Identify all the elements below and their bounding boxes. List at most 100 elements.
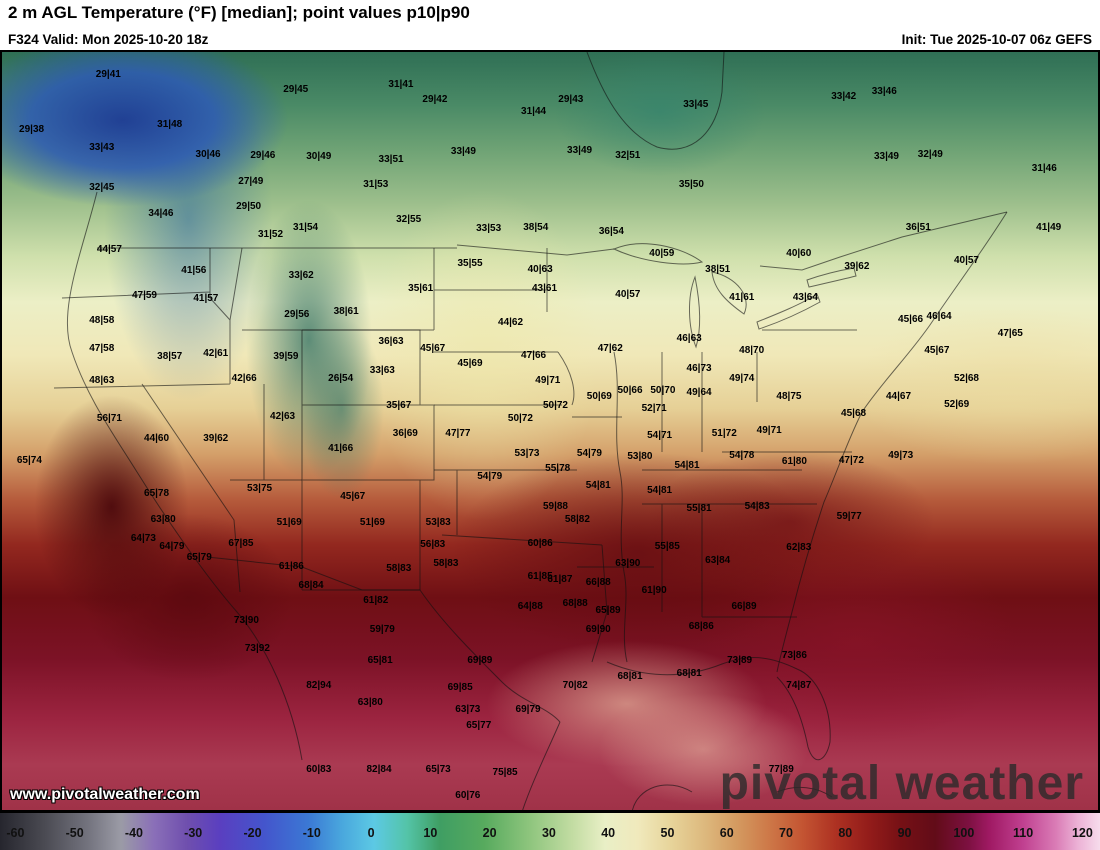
point-value: 58|83 xyxy=(386,562,412,574)
point-value: 31|44 xyxy=(521,105,547,117)
point-value: 29|43 xyxy=(558,93,584,105)
point-value: 29|41 xyxy=(95,68,121,80)
point-value: 50|72 xyxy=(507,412,533,424)
point-value: 62|83 xyxy=(786,542,812,554)
point-value: 45|67 xyxy=(420,343,446,355)
colorbar-tick-label: 40 xyxy=(601,825,616,840)
point-value: 59|77 xyxy=(836,510,862,522)
point-value: 31|46 xyxy=(1031,163,1057,175)
point-value: 39|62 xyxy=(203,433,229,445)
point-value: 46|63 xyxy=(676,333,702,345)
point-value: 32|45 xyxy=(89,181,115,193)
point-value: 30|49 xyxy=(306,151,332,163)
colorbar-tick-label: 10 xyxy=(423,825,438,840)
point-value: 38|51 xyxy=(705,263,731,275)
point-value: 51|69 xyxy=(276,517,302,529)
point-value: 55|85 xyxy=(654,540,680,552)
point-value: 31|52 xyxy=(257,228,284,240)
point-value: 36|54 xyxy=(598,225,624,237)
point-value: 63|84 xyxy=(705,555,731,567)
point-value: 34|46 xyxy=(148,208,174,220)
point-value: 65|77 xyxy=(466,719,492,731)
point-value: 29|42 xyxy=(422,93,448,105)
point-value: 47|58 xyxy=(89,343,115,355)
colorbar-tick-label: -10 xyxy=(302,825,321,840)
point-value: 39|62 xyxy=(844,260,870,272)
point-value: 48|58 xyxy=(89,315,115,327)
colorbar-tick-label: 60 xyxy=(719,825,734,840)
point-value: 41|49 xyxy=(1036,221,1062,233)
point-value: 52|69 xyxy=(944,399,970,411)
point-value: 68|88 xyxy=(562,597,588,609)
point-value: 49|64 xyxy=(686,387,712,399)
point-value: 48|63 xyxy=(89,374,115,386)
point-value: 33|43 xyxy=(89,141,115,153)
point-value: 59|79 xyxy=(369,624,395,636)
point-value: 29|38 xyxy=(19,124,45,136)
point-value: 44|62 xyxy=(498,316,524,328)
point-value: 40|57 xyxy=(953,255,979,267)
point-value: 33|49 xyxy=(567,144,593,156)
point-value: 33|42 xyxy=(831,90,857,102)
point-value: 47|72 xyxy=(838,454,864,466)
point-value: 54|81 xyxy=(647,484,673,496)
point-value: 63|90 xyxy=(615,557,641,569)
point-value: 53|75 xyxy=(247,482,273,494)
colorbar-ticks: -60 -50 -40 -30 -20 -10 0 10 20 30 40 50 60 70 80 90 100… xyxy=(0,813,1100,850)
point-value: 41|61 xyxy=(729,291,755,303)
point-value: 53|80 xyxy=(627,450,653,462)
point-value: 42|61 xyxy=(203,348,229,360)
point-value: 31|41 xyxy=(388,78,414,90)
point-value: 61|87 xyxy=(547,574,573,586)
point-value: 49|71 xyxy=(535,374,561,386)
point-value: 49|71 xyxy=(756,425,782,436)
point-value: 61|86 xyxy=(278,560,304,572)
point-value: 47|62 xyxy=(597,343,623,355)
point-value: 36|69 xyxy=(392,428,418,440)
point-value: 52|68 xyxy=(953,373,979,385)
point-value: 64|79 xyxy=(159,540,185,552)
point-value: 47|77 xyxy=(445,428,471,440)
point-value: 61|80 xyxy=(781,456,807,468)
colorbar-tick-label: 90 xyxy=(897,825,912,840)
point-value: 33|62 xyxy=(288,270,314,282)
colorbar-gradient xyxy=(0,813,1100,850)
point-value: 30|46 xyxy=(195,149,221,161)
point-value: 53|73 xyxy=(514,447,540,459)
point-value: 52|71 xyxy=(641,403,667,415)
point-value: 69|85 xyxy=(447,681,473,693)
point-value: 32|51 xyxy=(615,149,641,161)
point-value: 64|73 xyxy=(130,532,156,544)
point-value: 65|74 xyxy=(16,454,42,466)
point-value: 65|81 xyxy=(367,654,393,666)
point-value: 33|46 xyxy=(871,86,897,98)
point-value: 54|79 xyxy=(477,471,503,483)
point-value: 61|90 xyxy=(641,584,667,596)
point-value: 40|59 xyxy=(649,248,675,260)
point-value: 69|79 xyxy=(515,703,541,715)
colorbar-tick-label: -30 xyxy=(184,825,203,840)
point-value: 26|54 xyxy=(328,373,354,385)
point-value: 31|54 xyxy=(293,221,319,233)
colorbar-tick-label: -40 xyxy=(124,825,143,840)
point-value: 43|64 xyxy=(792,291,818,303)
point-value: 50|72 xyxy=(542,399,568,411)
colorbar-tick-label: -60 xyxy=(6,825,25,840)
point-value: 36|63 xyxy=(378,336,404,348)
point-value: 40|60 xyxy=(786,248,812,260)
colorbar-tick-label: 100 xyxy=(953,825,975,840)
point-value: 50|70 xyxy=(650,384,676,396)
point-value: 35|67 xyxy=(386,399,412,411)
point-value: 49|73 xyxy=(888,450,914,461)
point-value: 33|49 xyxy=(450,146,476,158)
colorbar-tick-label: 80 xyxy=(838,825,853,840)
point-value: 31|53 xyxy=(363,178,389,190)
point-value: 35|55 xyxy=(457,258,483,270)
colorbar-tick-label: -20 xyxy=(243,825,262,840)
point-value: 46|64 xyxy=(926,311,952,323)
point-value: 48|75 xyxy=(776,390,802,402)
point-value: 82|94 xyxy=(306,680,332,692)
point-value: 58|82 xyxy=(564,514,590,526)
point-value: 68|86 xyxy=(688,620,714,632)
point-value: 77|89 xyxy=(768,763,794,775)
